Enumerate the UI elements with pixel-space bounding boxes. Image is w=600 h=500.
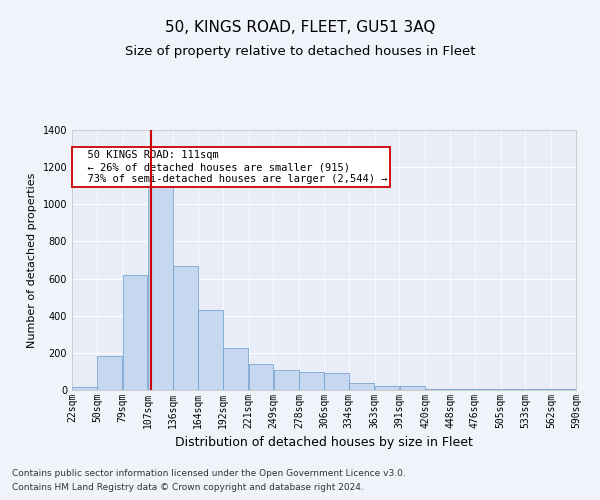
Text: Contains public sector information licensed under the Open Government Licence v3: Contains public sector information licen… — [12, 468, 406, 477]
Y-axis label: Number of detached properties: Number of detached properties — [27, 172, 37, 348]
Text: Size of property relative to detached houses in Fleet: Size of property relative to detached ho… — [125, 45, 475, 58]
Bar — [72, 387, 97, 390]
Bar — [299, 372, 324, 390]
Bar — [148, 184, 173, 390]
Bar — [425, 388, 450, 390]
Bar — [349, 382, 374, 390]
Bar — [198, 310, 223, 390]
Text: 50, KINGS ROAD, FLEET, GU51 3AQ: 50, KINGS ROAD, FLEET, GU51 3AQ — [165, 20, 435, 35]
Bar — [274, 370, 299, 390]
Bar — [97, 356, 122, 390]
Text: 50 KINGS ROAD: 111sqm
  ← 26% of detached houses are smaller (915)
  73% of semi: 50 KINGS ROAD: 111sqm ← 26% of detached … — [74, 150, 387, 184]
Bar — [123, 275, 147, 390]
Bar — [249, 364, 273, 390]
Bar — [450, 389, 475, 390]
Bar — [324, 374, 349, 390]
Bar — [223, 348, 248, 390]
Bar — [400, 386, 425, 390]
X-axis label: Distribution of detached houses by size in Fleet: Distribution of detached houses by size … — [175, 436, 473, 450]
Bar — [375, 386, 399, 390]
Text: Contains HM Land Registry data © Crown copyright and database right 2024.: Contains HM Land Registry data © Crown c… — [12, 484, 364, 492]
Bar — [173, 266, 198, 390]
